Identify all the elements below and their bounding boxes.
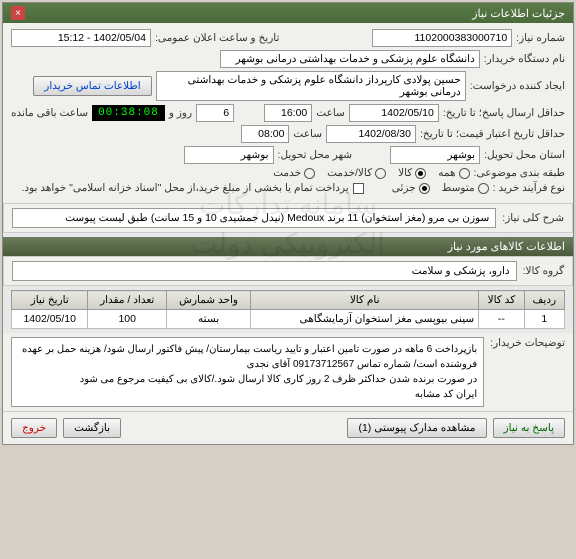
radio-all[interactable]: [459, 168, 470, 179]
attachments-button[interactable]: مشاهده مدارک پیوستی (1): [347, 418, 486, 438]
days-label: روز و: [169, 107, 192, 119]
province-label: استان محل تحویل:: [484, 149, 565, 161]
validity-deadline-time: 08:00: [241, 125, 289, 143]
back-button[interactable]: بازگشت: [63, 418, 121, 438]
notes-line-3: ایران کد مشابه: [18, 387, 477, 402]
window-title: جزئیات اطلاعات نیاز: [472, 7, 565, 20]
table-header-row: ردیف کد کالا نام کالا واحد شمارش تعداد /…: [12, 291, 565, 310]
title-field: سوزن بی مرو (مغز استخوان) 11 برند Medoux…: [12, 208, 496, 228]
th-name: نام کالا: [251, 291, 479, 310]
cell-date: 1402/05/10: [12, 310, 88, 329]
close-icon[interactable]: ×: [11, 6, 25, 20]
title-row: شرح کلی نیاز: سوزن بی مرو (مغز استخوان) …: [3, 203, 573, 233]
footer-buttons: پاسخ به نیاز مشاهده مدارک پیوستی (1) باز…: [3, 411, 573, 444]
time-label-1: ساعت: [316, 107, 345, 119]
th-date: تاریخ نیاز: [12, 291, 88, 310]
requester-field: حسین پولادی کارپرداز دانشگاه علوم پزشکی …: [156, 71, 466, 101]
response-deadline-date: 1402/05/10: [349, 104, 439, 122]
exit-button[interactable]: خروج: [11, 418, 57, 438]
table-row[interactable]: 1 -- سینی بیوپسی مغز استخوان آزمایشگاهی …: [12, 310, 565, 329]
announce-date-field: 1402/05/04 - 15:12: [11, 29, 151, 47]
pt-small-label: جزئی: [392, 182, 416, 194]
group-label: گروه کالا:: [523, 265, 564, 277]
validity-deadline-label: حداقل تاریخ اعتبار قیمت؛ تا تاریخ:: [420, 128, 565, 140]
items-table: ردیف کد کالا نام کالا واحد شمارش تعداد /…: [11, 290, 565, 329]
validity-deadline-date: 1402/08/30: [326, 125, 416, 143]
countdown-timer: 00:38:08: [92, 105, 165, 121]
remaining-label: ساعت باقی مانده: [11, 107, 88, 119]
cat-all-label: همه: [438, 167, 455, 179]
cell-qty: 100: [88, 310, 167, 329]
th-qty: تعداد / مقدار: [88, 291, 167, 310]
items-table-wrap: ردیف کد کالا نام کالا واحد شمارش تعداد /…: [11, 290, 565, 329]
main-window: جزئیات اطلاعات نیاز × شماره نیاز: 110200…: [2, 2, 574, 445]
treasury-checkbox[interactable]: [353, 183, 364, 194]
notes-line-2: در صورت برنده شدن حداکثر ظرف 2 روز کاری …: [18, 372, 477, 387]
response-deadline-label: حداقل ارسال پاسخ؛ تا تاریخ:: [443, 107, 565, 119]
pt-medium-label: متوسط: [442, 182, 475, 194]
titlebar: جزئیات اطلاعات نیاز ×: [3, 3, 573, 23]
radio-goods[interactable]: [415, 168, 426, 179]
request-number-field: 1102000383000710: [372, 29, 512, 47]
city-label: شهر محل تحویل:: [278, 149, 353, 161]
city-field: بوشهر: [184, 146, 274, 164]
purchase-type-radio-group: متوسط جزئی: [392, 182, 489, 194]
items-section-header: اطلاعات کالاهای مورد نیاز: [3, 237, 573, 256]
time-label-2: ساعت: [293, 128, 322, 140]
th-row: ردیف: [524, 291, 564, 310]
days-remaining: 6: [196, 104, 234, 122]
buyer-org-field: دانشگاه علوم پزشکی و خدمات بهداشتی درمان…: [220, 50, 480, 68]
category-radio-group: همه کالا کالا/خدمت خدمت: [273, 167, 469, 179]
contact-buyer-button[interactable]: اطلاعات تماس خریدار: [33, 76, 151, 96]
th-code: کد کالا: [479, 291, 524, 310]
notes-line-1: بازپرداخت 6 ماهه در صورت تامین اعتبار و …: [18, 342, 477, 372]
radio-goods-service[interactable]: [375, 168, 386, 179]
cell-row: 1: [524, 310, 564, 329]
request-number-label: شماره نیاز:: [516, 32, 565, 44]
cat-gs-label: کالا/خدمت: [327, 167, 372, 179]
respond-button[interactable]: پاسخ به نیاز: [493, 418, 565, 438]
response-deadline-time: 16:00: [264, 104, 312, 122]
radio-small[interactable]: [419, 183, 430, 194]
buyer-org-label: نام دستگاه خریدار:: [484, 53, 565, 65]
cat-svc-label: خدمت: [273, 167, 301, 179]
group-field: دارو، پزشکی و سلامت: [12, 261, 517, 281]
group-row: گروه کالا: دارو، پزشکی و سلامت: [3, 256, 573, 286]
cell-code: --: [479, 310, 524, 329]
cell-name: سینی بیوپسی مغز استخوان آزمایشگاهی: [251, 310, 479, 329]
cell-unit: بسته: [166, 310, 250, 329]
purchase-type-label: نوع فرآیند خرید :: [493, 182, 565, 194]
cat-goods-label: کالا: [398, 167, 412, 179]
th-unit: واحد شمارش: [166, 291, 250, 310]
radio-medium[interactable]: [478, 183, 489, 194]
form-body: شماره نیاز: 1102000383000710 تاریخ و ساع…: [3, 23, 573, 203]
radio-service[interactable]: [304, 168, 315, 179]
buyer-notes-area: توضیحات خریدار: بازپرداخت 6 ماهه در صورت…: [3, 333, 573, 411]
announce-date-label: تاریخ و ساعت اعلان عمومی:: [155, 32, 279, 44]
province-field: بوشهر: [390, 146, 480, 164]
payment-note: پرداخت تمام یا بخشی از مبلغ خرید،از محل …: [22, 182, 349, 194]
title-label: شرح کلی نیاز:: [502, 212, 564, 224]
buyer-notes-field: بازپرداخت 6 ماهه در صورت تامین اعتبار و …: [11, 337, 484, 407]
buyer-notes-label: توضیحات خریدار:: [490, 337, 565, 407]
requester-label: ایجاد کننده درخواست:: [470, 80, 565, 92]
category-label: طبقه بندی موضوعی:: [474, 167, 565, 179]
